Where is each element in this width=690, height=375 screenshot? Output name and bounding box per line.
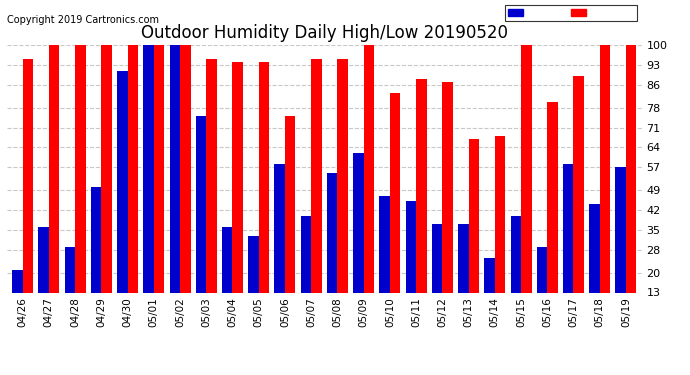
Bar xyxy=(275,165,285,330)
Bar xyxy=(406,201,416,330)
Bar xyxy=(117,70,128,330)
Bar xyxy=(311,59,322,330)
Bar xyxy=(39,227,49,330)
Bar xyxy=(495,136,505,330)
Bar xyxy=(626,45,636,330)
Bar xyxy=(573,76,584,330)
Bar xyxy=(75,45,86,330)
Bar xyxy=(537,247,547,330)
Bar xyxy=(469,139,479,330)
Bar xyxy=(416,79,426,330)
Bar xyxy=(484,258,495,330)
Bar xyxy=(170,45,180,330)
Bar xyxy=(600,45,610,330)
Bar xyxy=(589,204,600,330)
Bar xyxy=(206,59,217,330)
Bar xyxy=(180,45,190,330)
Bar xyxy=(196,116,206,330)
Bar xyxy=(259,62,269,330)
Bar xyxy=(327,173,337,330)
Bar xyxy=(390,93,400,330)
Bar xyxy=(65,247,75,330)
Bar xyxy=(547,102,558,330)
Bar xyxy=(144,45,154,330)
Bar xyxy=(128,45,138,330)
Bar xyxy=(23,59,33,330)
Legend: Low  (%), High  (%): Low (%), High (%) xyxy=(505,5,637,21)
Bar xyxy=(233,62,243,330)
Bar xyxy=(364,45,374,330)
Bar xyxy=(353,153,364,330)
Bar xyxy=(432,224,442,330)
Bar xyxy=(511,216,521,330)
Bar xyxy=(458,224,469,330)
Bar xyxy=(442,82,453,330)
Bar xyxy=(222,227,233,330)
Bar xyxy=(12,270,23,330)
Bar xyxy=(154,45,164,330)
Bar xyxy=(563,165,573,330)
Bar xyxy=(91,187,101,330)
Bar xyxy=(521,45,531,330)
Bar xyxy=(101,45,112,330)
Bar xyxy=(380,196,390,330)
Text: Copyright 2019 Cartronics.com: Copyright 2019 Cartronics.com xyxy=(7,15,159,25)
Bar xyxy=(285,116,295,330)
Bar xyxy=(49,45,59,330)
Bar xyxy=(337,59,348,330)
Bar xyxy=(248,236,259,330)
Title: Outdoor Humidity Daily High/Low 20190520: Outdoor Humidity Daily High/Low 20190520 xyxy=(141,24,508,42)
Bar xyxy=(615,167,626,330)
Bar xyxy=(301,216,311,330)
